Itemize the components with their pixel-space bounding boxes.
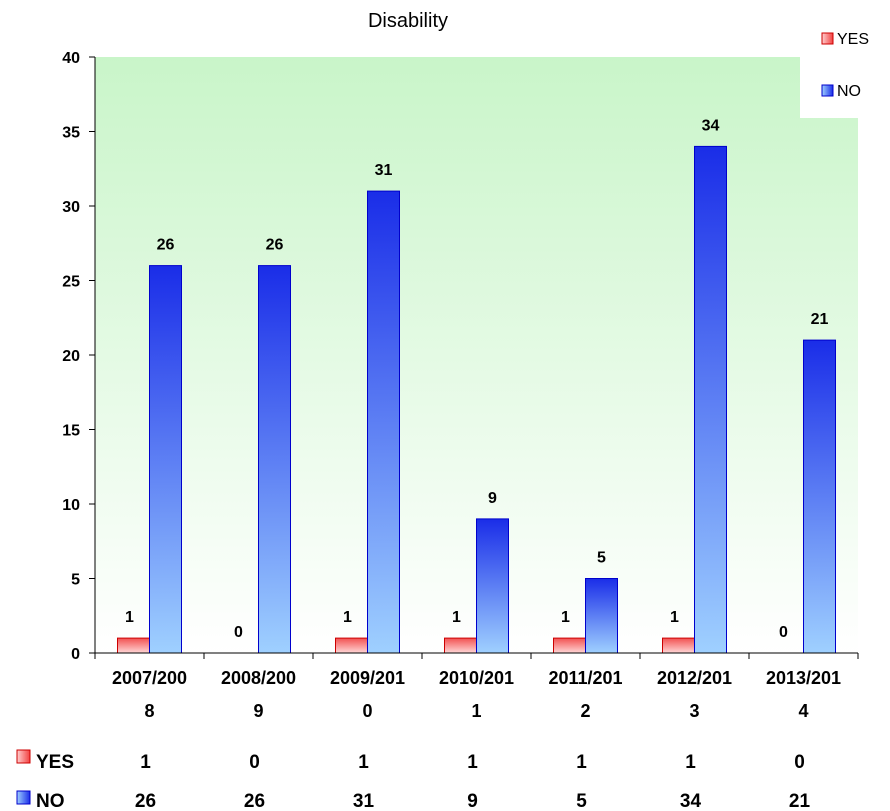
- table-yes-label: YES: [36, 752, 74, 773]
- legend-yes-swatch: [821, 32, 834, 45]
- legend-box: [800, 14, 860, 118]
- x-category-label: 0: [362, 701, 372, 721]
- data-label-yes: 1: [125, 609, 134, 626]
- bar-yes: [553, 637, 586, 654]
- x-category-label: 9: [253, 701, 263, 721]
- bar-yes: [335, 637, 368, 654]
- x-category-label: 2007/200: [112, 668, 187, 688]
- x-category-label: 2010/201: [439, 668, 514, 688]
- y-axis-ticks: 0 5 10 15 20 25 30 35 40: [62, 50, 95, 663]
- legend-no-label: NO: [837, 83, 861, 100]
- table-cell-no: 26: [135, 791, 156, 811]
- data-label-no: 34: [702, 117, 720, 134]
- x-category-label: 2013/201: [766, 668, 841, 688]
- bar-no: [258, 265, 291, 654]
- table-cell-yes: 1: [358, 752, 369, 773]
- bar-no: [694, 145, 727, 654]
- table-cell-no: 21: [789, 791, 811, 811]
- table-cell-yes: 0: [249, 752, 260, 773]
- chart-title: Disability: [368, 10, 448, 32]
- x-category-label: 2012/201: [657, 668, 732, 688]
- table-cell-no: 9: [467, 791, 478, 811]
- data-label-no: 31: [375, 162, 393, 179]
- bar-no: [585, 578, 618, 654]
- data-label-yes: 0: [779, 624, 788, 641]
- x-category-label: 1: [471, 701, 481, 721]
- bar-yes: [117, 637, 150, 654]
- table-cell-no: 5: [576, 791, 587, 811]
- table-cell-yes: 0: [794, 752, 805, 773]
- data-table: YES NO 1 26 0 26 1 31 1 9 1 5 1 34 0 21: [16, 749, 811, 811]
- bar-yes: [444, 637, 477, 654]
- table-no-swatch: [16, 790, 31, 805]
- x-category-label: 2: [580, 701, 590, 721]
- x-category-label: 2011/201: [548, 668, 622, 688]
- data-label-yes: 1: [670, 609, 679, 626]
- legend-yes-label: YES: [837, 31, 869, 48]
- legend-no-swatch: [821, 84, 834, 97]
- table-cell-yes: 1: [685, 752, 696, 773]
- data-label-no: 26: [157, 237, 175, 254]
- x-category-label: 2008/200: [221, 668, 296, 688]
- y-tick-label: 35: [62, 125, 80, 142]
- y-tick-label: 0: [71, 646, 80, 663]
- y-tick-label: 15: [62, 423, 80, 440]
- x-category-label: 8: [144, 701, 154, 721]
- data-label-no: 9: [488, 490, 497, 507]
- data-labels: 1 26 0 26 1 31 1 9 1 5 1 34 0 21: [125, 117, 828, 641]
- table-cell-yes: 1: [140, 752, 151, 773]
- bar-no: [476, 518, 509, 654]
- table-yes-swatch: [16, 749, 31, 764]
- x-category-label: 4: [798, 701, 808, 721]
- data-label-no: 21: [811, 311, 829, 328]
- x-category-label: 3: [689, 701, 699, 721]
- data-label-yes: 0: [234, 624, 243, 641]
- x-axis-categories: 2007/200 8 2008/200 9 2009/201 0 2010/201 1 2011…: [94, 653, 859, 721]
- bar-yes: [662, 637, 695, 654]
- data-label-yes: 1: [561, 609, 570, 626]
- y-tick-label: 40: [62, 50, 80, 67]
- y-tick-label: 5: [71, 572, 80, 589]
- y-tick-label: 10: [62, 497, 80, 514]
- bars: [117, 145, 836, 654]
- table-cell-yes: 1: [467, 752, 478, 773]
- table-cell-no: 34: [680, 791, 702, 811]
- table-cell-yes: 1: [576, 752, 587, 773]
- data-label-no: 26: [266, 237, 284, 254]
- table-no-label: NO: [36, 791, 65, 811]
- data-label-yes: 1: [452, 609, 461, 626]
- x-category-label: 2009/201: [330, 668, 405, 688]
- y-tick-label: 25: [62, 274, 80, 291]
- table-cell-no: 26: [244, 791, 265, 811]
- data-label-no: 5: [597, 550, 606, 567]
- y-tick-label: 30: [62, 199, 80, 216]
- bar-no: [803, 339, 836, 654]
- data-label-yes: 1: [343, 609, 352, 626]
- bar-no: [149, 265, 182, 654]
- legend: YES NO: [800, 14, 869, 118]
- bar-no: [367, 190, 400, 654]
- table-cell-no: 31: [353, 791, 375, 811]
- y-tick-label: 20: [62, 348, 80, 365]
